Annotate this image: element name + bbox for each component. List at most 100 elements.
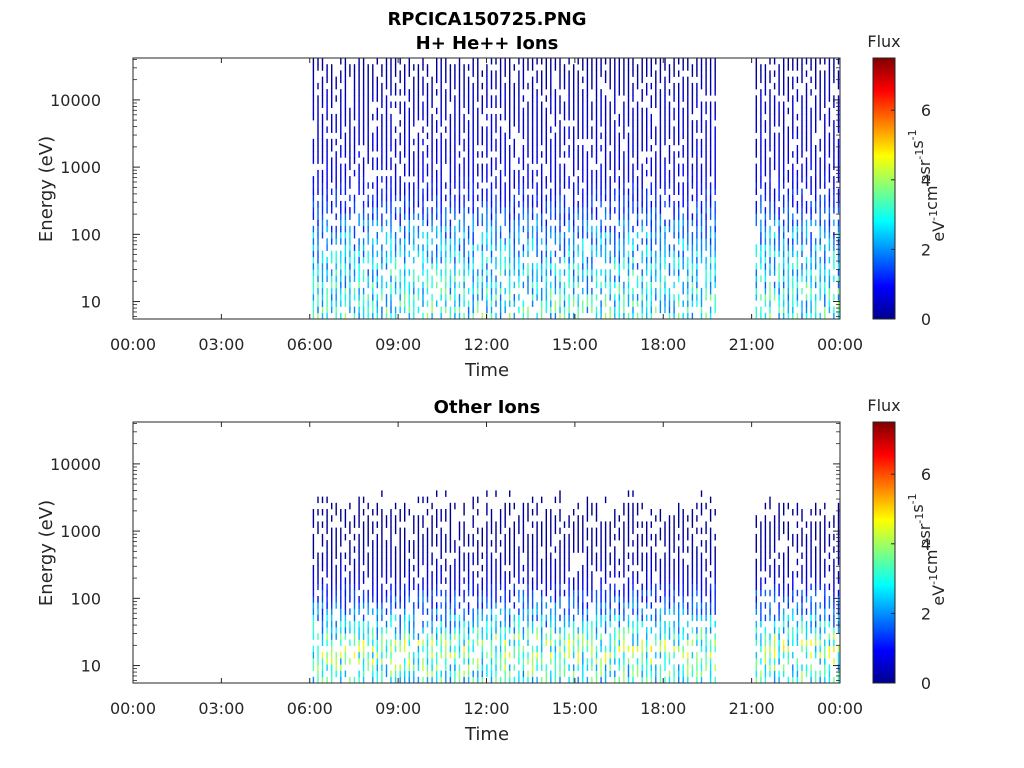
heatmap-cell xyxy=(431,540,433,547)
heatmap-cell xyxy=(815,194,817,202)
heatmap-cell xyxy=(458,64,461,71)
heatmap-cell xyxy=(577,275,579,282)
heatmap-cell xyxy=(646,70,648,77)
heatmap-cell xyxy=(623,58,625,65)
heatmap-cell xyxy=(331,608,333,615)
heatmap-cell xyxy=(801,132,803,140)
heatmap-cell xyxy=(490,101,493,108)
heatmap-cell xyxy=(458,250,461,258)
heatmap-cell xyxy=(422,533,424,541)
heatmap-cell xyxy=(372,82,374,90)
heatmap-cell xyxy=(545,64,547,71)
heatmap-cell xyxy=(358,287,360,295)
heatmap-cell xyxy=(600,238,602,245)
heatmap-cell xyxy=(344,312,347,320)
heatmap-cell xyxy=(445,157,447,164)
heatmap-cell xyxy=(541,577,543,584)
heatmap-cell xyxy=(522,533,525,541)
heatmap-cell xyxy=(426,558,429,566)
heatmap-cell xyxy=(824,151,826,158)
heatmap-cell xyxy=(413,76,415,84)
heatmap-cell xyxy=(696,238,698,245)
heatmap-cell xyxy=(550,176,552,183)
heatmap-cell xyxy=(568,238,570,245)
heatmap-cell xyxy=(582,287,584,295)
heatmap-cell xyxy=(445,281,447,289)
heatmap-cell xyxy=(815,58,817,65)
heatmap-cell xyxy=(362,225,365,233)
heatmap-cell xyxy=(545,145,547,152)
heatmap-cell xyxy=(417,645,420,653)
heatmap-cell xyxy=(340,250,342,258)
heatmap-cell xyxy=(509,225,511,233)
heatmap-cell xyxy=(449,163,452,171)
heatmap-cell xyxy=(513,533,515,541)
heatmap-cell xyxy=(367,602,369,609)
heatmap-cell xyxy=(527,275,529,282)
heatmap-cell xyxy=(604,169,607,177)
heatmap-cell xyxy=(805,163,808,171)
heatmap-cell xyxy=(367,232,369,239)
heatmap-cell xyxy=(321,76,324,84)
heatmap-cell xyxy=(362,182,365,189)
heatmap-cell xyxy=(837,275,840,282)
heatmap-cell xyxy=(696,95,698,102)
heatmap-cell xyxy=(440,670,442,678)
heatmap-cell xyxy=(445,219,447,227)
heatmap-cell xyxy=(340,275,342,282)
heatmap-cell xyxy=(353,306,356,314)
heatmap-cell xyxy=(623,126,625,133)
heatmap-cell xyxy=(404,225,406,233)
heatmap-cell xyxy=(335,194,337,202)
heatmap-cell xyxy=(331,676,333,684)
heatmap-cell xyxy=(490,82,493,90)
heatmap-cell xyxy=(353,138,356,146)
heatmap-cell xyxy=(833,194,835,202)
heatmap-cell xyxy=(312,138,315,146)
heatmap-cell xyxy=(531,169,534,177)
heatmap-cell xyxy=(413,194,415,202)
heatmap-cell xyxy=(531,651,534,659)
heatmap-cell xyxy=(472,58,474,65)
heatmap-cell xyxy=(769,281,771,289)
heatmap-cell xyxy=(577,176,579,183)
heatmap-cell xyxy=(805,312,808,320)
heatmap-cell xyxy=(641,275,643,282)
heatmap-cell xyxy=(467,225,470,233)
heatmap-cell xyxy=(449,138,452,146)
heatmap-cell xyxy=(664,287,666,295)
heatmap-cell xyxy=(815,250,817,258)
heatmap-cell xyxy=(426,120,429,127)
heatmap-cell xyxy=(376,250,378,258)
heatmap-cell xyxy=(358,509,360,516)
heatmap-cell xyxy=(678,182,680,189)
heatmap-cell xyxy=(655,188,657,195)
heatmap-cell xyxy=(404,306,406,314)
heatmap-cell xyxy=(449,132,452,140)
heatmap-cell xyxy=(664,176,666,183)
heatmap-cell xyxy=(837,120,840,127)
heatmap-cell xyxy=(445,58,447,65)
heatmap-cell xyxy=(431,294,433,301)
heatmap-cell xyxy=(463,82,465,90)
heatmap-cell xyxy=(426,589,429,597)
heatmap-cell xyxy=(518,577,520,584)
heatmap-cell xyxy=(573,95,575,102)
heatmap-cell xyxy=(477,583,479,591)
heatmap-cell xyxy=(358,676,360,684)
heatmap-cell xyxy=(490,132,493,140)
heatmap-cell xyxy=(385,238,388,245)
heatmap-cell xyxy=(376,502,378,510)
heatmap-cell xyxy=(545,275,547,282)
heatmap-cell xyxy=(563,256,566,264)
heatmap-cell xyxy=(595,64,598,71)
heatmap-cell xyxy=(646,269,648,276)
heatmap-cell xyxy=(449,627,452,634)
heatmap-cell xyxy=(404,64,406,71)
heatmap-cell xyxy=(490,558,493,566)
heatmap-cell xyxy=(673,256,675,264)
heatmap-cell xyxy=(481,552,483,559)
heatmap-cell xyxy=(664,95,666,102)
heatmap-cell xyxy=(655,169,657,177)
heatmap-cell xyxy=(490,256,493,264)
